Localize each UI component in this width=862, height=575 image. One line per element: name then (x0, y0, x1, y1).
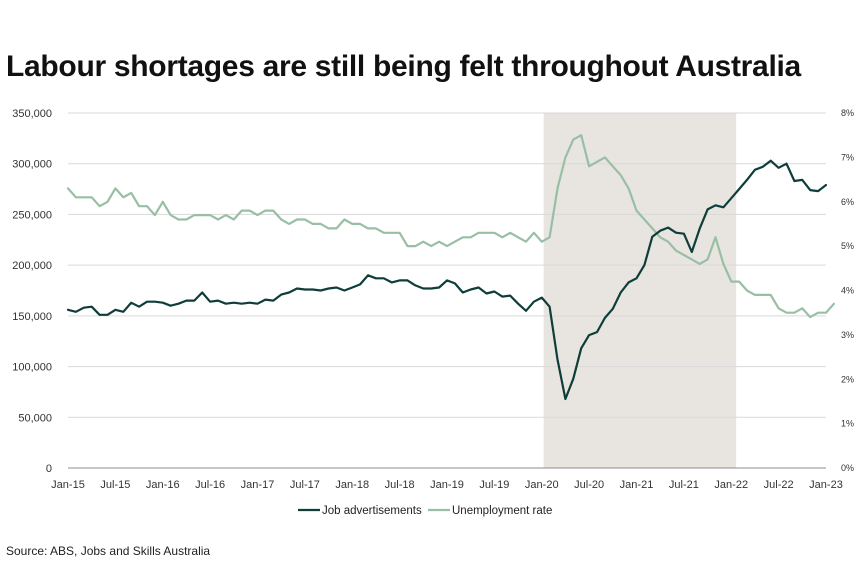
unemployment-rate-line (66, 134, 836, 319)
y-right-tick-label: 6% (841, 197, 854, 207)
x-tick-label: Jul-18 (385, 479, 415, 491)
y-left-tick-label: 0 (46, 463, 52, 475)
x-tick-label: Jan-17 (241, 479, 275, 491)
y-right-tick-label: 4% (841, 286, 854, 296)
x-tick-label: Jan-15 (51, 479, 85, 491)
y-right-tick-label: 5% (841, 241, 854, 251)
y-right-tick-label: 3% (841, 330, 854, 340)
shaded-period (543, 113, 737, 468)
legend-label: Job advertisements (322, 505, 422, 517)
job-advertisements-line (66, 159, 828, 401)
x-tick-label: Jul-17 (290, 479, 320, 491)
y-left-tick-label: 300,000 (12, 159, 52, 171)
series-lines (66, 134, 836, 401)
x-axis-labels: Jan-15 Jul-15 Jan-16 Jul-16 Jan-17 Jul-17 Jan-… (51, 479, 843, 491)
y-right-tick-label: 1% (841, 419, 854, 429)
x-tick-label: Jan-23 (809, 479, 843, 491)
x-tick-label: Jan-16 (146, 479, 180, 491)
y-left-tick-label: 350,000 (12, 108, 52, 120)
gridlines (68, 112, 826, 418)
y-left-tick-label: 200,000 (12, 260, 52, 272)
x-tick-label: Jan-19 (430, 479, 464, 491)
y-right-tick-label: 2% (841, 374, 854, 384)
x-tick-label: Jul-21 (669, 479, 699, 491)
legend-label: Unemployment rate (452, 505, 552, 517)
recession-shading (543, 113, 737, 468)
y-right-tick-label: 0% (841, 463, 854, 473)
x-tick-label: Jan-18 (335, 479, 369, 491)
x-tick-label: Jan-22 (714, 479, 748, 491)
y-left-tick-label: 100,000 (12, 362, 52, 374)
legend: Job advertisements Unemployment rate (298, 505, 552, 517)
x-tick-label: Jul-22 (764, 479, 794, 491)
x-tick-label: Jul-16 (195, 479, 225, 491)
x-tick-label: Jan-21 (620, 479, 654, 491)
x-tick-label: Jan-20 (525, 479, 559, 491)
y-right-tick-label: 8% (841, 108, 854, 118)
x-tick-label: Jul-19 (479, 479, 509, 491)
y-left-tick-label: 250,000 (12, 209, 52, 221)
y-axis-left: 0 50,000 100,000 150,000 200,000 250,000 300,0… (12, 108, 52, 475)
source-note: Source: ABS, Jobs and Skills Australia (6, 544, 211, 558)
y-left-tick-label: 50,000 (18, 412, 52, 424)
x-tick-label: Jul-15 (100, 479, 130, 491)
y-axis-right: 0% 1% 2% 3% 4% 5% 6% 7% 8% (841, 108, 854, 473)
chart-title: Labour shortages are still being felt th… (6, 50, 801, 83)
x-tick-label: Jul-20 (574, 479, 604, 491)
y-right-tick-label: 7% (841, 152, 854, 162)
y-left-tick-label: 150,000 (12, 311, 52, 323)
